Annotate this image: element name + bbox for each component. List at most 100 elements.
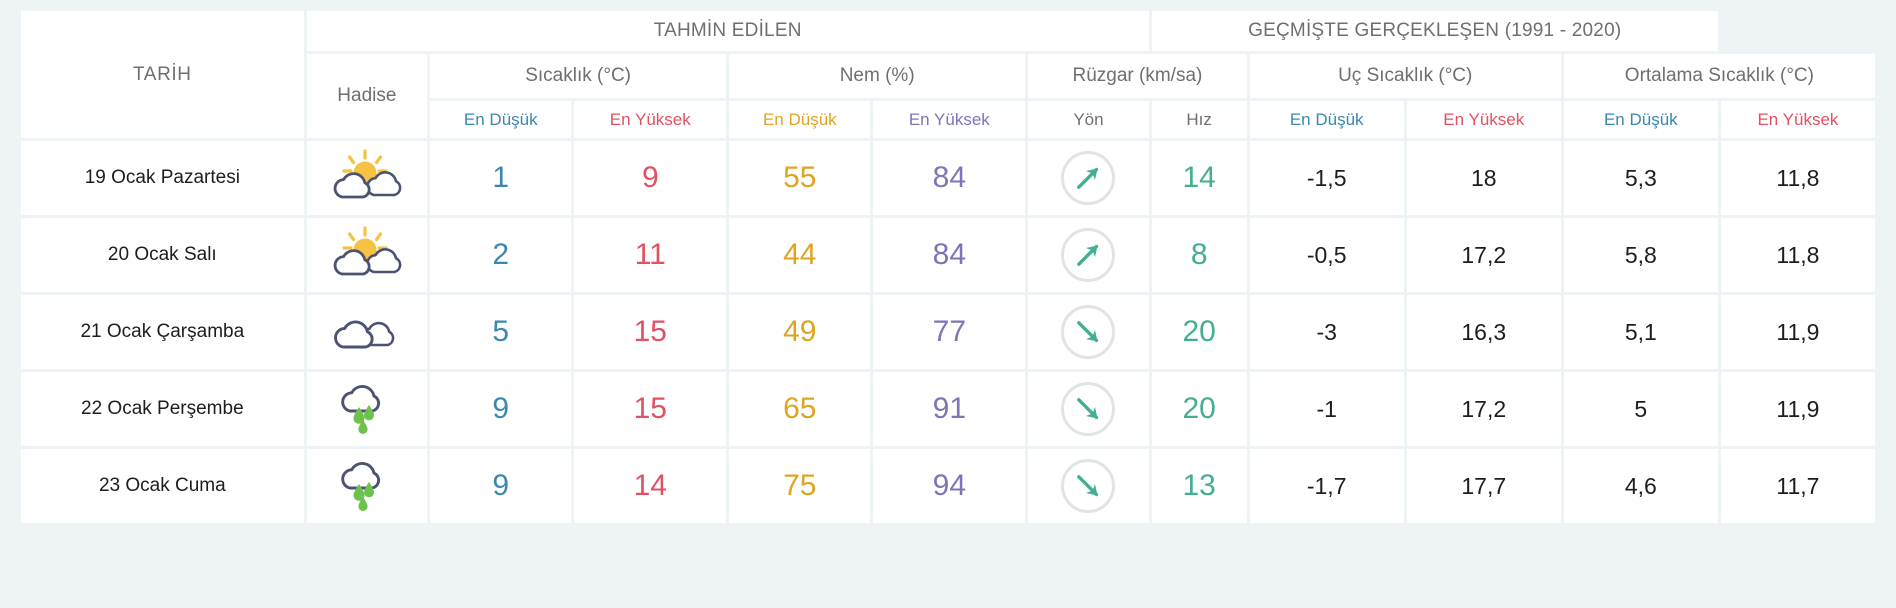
sun-behind-clouds-icon	[333, 148, 402, 198]
arrow-up-left-icon	[1077, 321, 1099, 343]
cell-wind-speed: 13	[1151, 449, 1247, 523]
cell-hist-avg-high: 11,8	[1720, 218, 1875, 292]
table-body: 19 Ocak Pazartesi 1 9 55 84 14 -1,5 18	[21, 141, 1875, 523]
cell-condition-icon	[306, 372, 428, 446]
wind-direction-dial	[1061, 151, 1116, 205]
cell-temp-high: 9	[574, 141, 727, 215]
cell-date: 21 Ocak Çarşamba	[21, 295, 304, 369]
weather-forecast-table: TARİH TAHMİN EDİLEN GEÇMİŞTE GERÇEKLEŞEN…	[18, 8, 1878, 526]
arrow-up-left-icon	[1077, 398, 1099, 420]
col-header-historical-group: GEÇMİŞTE GERÇEKLEŞEN (1991 - 2020)	[1151, 11, 1718, 51]
cell-hist-avg-high: 11,8	[1720, 141, 1875, 215]
wind-direction-dial	[1061, 459, 1116, 513]
arrow-down-left-icon	[1077, 167, 1099, 189]
sun-behind-clouds-icon	[332, 225, 402, 280]
cell-hist-avg-low: 5,8	[1563, 218, 1718, 292]
header-row-columns: En Düşük En Yüksek En Düşük En Yüksek Yö…	[21, 101, 1875, 138]
col-header-wind-direction: Yön	[1028, 101, 1149, 138]
rain-shower-icon	[337, 379, 397, 435]
cell-hist-avg-high: 11,9	[1720, 372, 1875, 446]
col-header-hist-extreme-low: En Düşük	[1249, 101, 1404, 138]
cell-hist-avg-low: 5,3	[1563, 141, 1718, 215]
sun-behind-clouds-icon	[332, 148, 402, 203]
cell-humidity-low: 44	[729, 218, 871, 292]
col-header-wind: Rüzgar (km/sa)	[1028, 54, 1247, 98]
cell-hist-extreme-high: 18	[1406, 141, 1561, 215]
col-header-forecast-group: TAHMİN EDİLEN	[306, 11, 1149, 51]
cell-temp-high: 15	[574, 372, 727, 446]
cell-hist-extreme-low: -0,5	[1249, 218, 1404, 292]
cell-hist-avg-low: 5	[1563, 372, 1718, 446]
col-header-hadise: Hadise	[306, 54, 428, 138]
cell-hist-extreme-high: 16,3	[1406, 295, 1561, 369]
col-header-temp-high: En Yüksek	[574, 101, 727, 138]
cell-hist-extreme-low: -1	[1249, 372, 1404, 446]
col-header-extreme-temperature: Uç Sıcaklık (°C)	[1249, 54, 1561, 98]
cell-hist-extreme-high: 17,2	[1406, 218, 1561, 292]
table-head: TARİH TAHMİN EDİLEN GEÇMİŞTE GERÇEKLEŞEN…	[21, 11, 1875, 138]
cell-humidity-high: 84	[873, 141, 1026, 215]
cell-humidity-low: 49	[729, 295, 871, 369]
cell-wind-direction	[1028, 295, 1149, 369]
cell-temp-high: 15	[574, 295, 727, 369]
cell-humidity-low: 65	[729, 372, 871, 446]
cell-humidity-high: 91	[873, 372, 1026, 446]
col-header-hist-avg-low: En Düşük	[1563, 101, 1718, 138]
cell-temp-low: 9	[430, 372, 572, 446]
cell-humidity-low: 55	[729, 141, 871, 215]
cell-temp-low: 9	[430, 449, 572, 523]
cell-date: 23 Ocak Cuma	[21, 449, 304, 523]
cloudy-icon	[332, 307, 402, 353]
cell-wind-speed: 8	[1151, 218, 1247, 292]
wind-direction-dial	[1061, 382, 1116, 436]
cell-humidity-high: 84	[873, 218, 1026, 292]
col-header-humidity-high: En Yüksek	[873, 101, 1026, 138]
table-row: 19 Ocak Pazartesi 1 9 55 84 14 -1,5 18	[21, 141, 1875, 215]
cell-wind-direction	[1028, 372, 1149, 446]
col-header-hist-avg-high: En Yüksek	[1720, 101, 1875, 138]
cell-temp-high: 14	[574, 449, 727, 523]
sun-behind-clouds-icon	[333, 225, 402, 275]
rain-shower-icon	[341, 461, 380, 511]
table-row: 22 Ocak Perşembe 9 15 65 91 20 -1 17,2 5…	[21, 372, 1875, 446]
cell-hist-extreme-high: 17,7	[1406, 449, 1561, 523]
cell-humidity-high: 77	[873, 295, 1026, 369]
cell-wind-direction	[1028, 141, 1149, 215]
arrow-up-left-icon	[1077, 475, 1099, 497]
table-row: 20 Ocak Salı 2 11 44 84 8 -0,5 17,2	[21, 218, 1875, 292]
cell-temp-low: 5	[430, 295, 572, 369]
cell-date: 20 Ocak Salı	[21, 218, 304, 292]
cell-wind-direction	[1028, 449, 1149, 523]
col-header-wind-speed: Hız	[1151, 101, 1247, 138]
header-row-subgroups: Hadise Sıcaklık (°C) Nem (%) Rüzgar (km/…	[21, 54, 1875, 138]
cell-hist-avg-low: 4,6	[1563, 449, 1718, 523]
cell-temp-low: 1	[430, 141, 572, 215]
cell-hist-avg-high: 11,9	[1720, 295, 1875, 369]
cell-wind-speed: 20	[1151, 295, 1247, 369]
col-header-humidity-low: En Düşük	[729, 101, 871, 138]
cell-hist-extreme-high: 17,2	[1406, 372, 1561, 446]
cell-date: 19 Ocak Pazartesi	[21, 141, 304, 215]
cloudy-icon	[333, 320, 395, 348]
cell-hist-extreme-low: -1,5	[1249, 141, 1404, 215]
cell-wind-speed: 20	[1151, 372, 1247, 446]
cell-date: 22 Ocak Perşembe	[21, 372, 304, 446]
cell-condition-icon	[306, 141, 428, 215]
cell-humidity-low: 75	[729, 449, 871, 523]
col-header-temperature: Sıcaklık (°C)	[430, 54, 727, 98]
arrow-down-left-icon	[1077, 244, 1099, 266]
col-header-date: TARİH	[21, 11, 304, 138]
col-header-humidity: Nem (%)	[729, 54, 1026, 98]
forecast-table-container: TARİH TAHMİN EDİLEN GEÇMİŞTE GERÇEKLEŞEN…	[18, 8, 1878, 526]
col-header-hist-extreme-high: En Yüksek	[1406, 101, 1561, 138]
cell-hist-extreme-low: -1,7	[1249, 449, 1404, 523]
cell-hist-avg-high: 11,7	[1720, 449, 1875, 523]
cell-humidity-high: 94	[873, 449, 1026, 523]
col-header-temp-low: En Düşük	[430, 101, 572, 138]
rain-shower-icon	[341, 384, 380, 434]
header-row-groups: TARİH TAHMİN EDİLEN GEÇMİŞTE GERÇEKLEŞEN…	[21, 11, 1875, 138]
wind-direction-dial	[1061, 228, 1116, 282]
cell-wind-direction	[1028, 218, 1149, 292]
cell-wind-speed: 14	[1151, 141, 1247, 215]
cell-hist-extreme-low: -3	[1249, 295, 1404, 369]
